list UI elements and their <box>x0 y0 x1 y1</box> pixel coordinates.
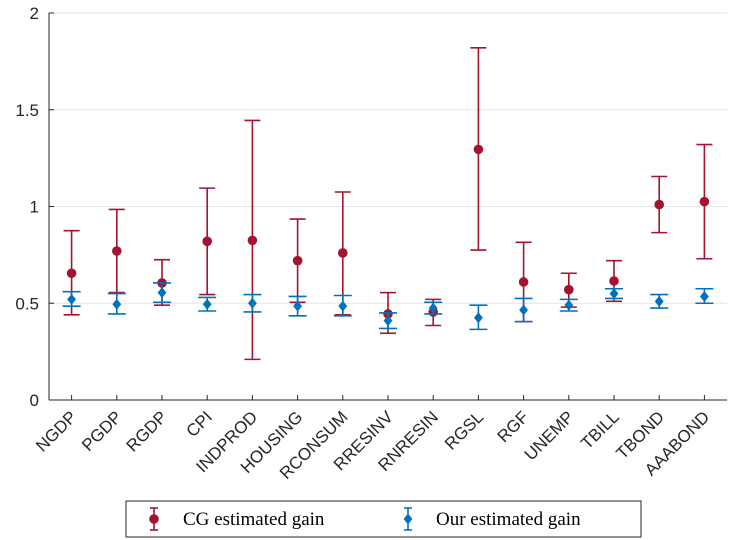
cg-point-9 <box>473 144 484 155</box>
y-tick-label-0: 0 <box>30 391 39 410</box>
cg-point-5 <box>292 255 303 266</box>
y-tick-label-1: 0.5 <box>15 294 39 313</box>
ours-point-12 <box>609 288 619 300</box>
cg-point-14 <box>699 196 710 207</box>
legend-glyph-ours-marker <box>403 513 413 525</box>
y-tick-label-4: 2 <box>30 4 39 23</box>
legend-label-ours: Our estimated gain <box>436 509 581 530</box>
ours-point-3 <box>202 298 212 310</box>
legend-box <box>125 500 642 538</box>
ours-point-6 <box>338 300 348 312</box>
cg-point-0 <box>66 268 77 279</box>
ours-point-7 <box>383 315 393 327</box>
legend: CG estimated gain Our estimated gain <box>125 500 642 538</box>
x-tick-label-1: PGDP <box>78 407 126 455</box>
cg-point-3 <box>202 236 212 247</box>
cg-point-13 <box>654 199 664 210</box>
cg-point-4 <box>247 235 258 246</box>
x-tick-label-3: CPI <box>183 407 216 440</box>
y-tick-label-3: 1.5 <box>15 101 39 120</box>
ours-point-2 <box>157 287 167 299</box>
y-tick-label-2: 1 <box>30 198 39 217</box>
x-tick-label-11: UNEMP <box>521 407 578 464</box>
ours-point-5 <box>293 300 302 312</box>
ours-point-1 <box>112 298 122 310</box>
ours-point-9 <box>474 312 483 324</box>
ours-point-0 <box>67 293 76 305</box>
cg-point-10 <box>518 277 529 287</box>
legend-entry-ours: Our estimated gain <box>403 507 581 531</box>
ours-point-10 <box>519 304 528 316</box>
ours-point-13 <box>654 295 664 307</box>
cg-point-1 <box>112 246 122 256</box>
x-tick-label-10: RGF <box>494 407 533 446</box>
ours-point-4 <box>248 297 257 309</box>
axes <box>48 12 727 401</box>
ours-point-8 <box>428 302 438 314</box>
ours-point-14 <box>700 290 709 302</box>
legend-entry-cg: CG estimated gain <box>149 507 325 531</box>
x-tick-label-9: RGSL <box>441 407 487 453</box>
x-tick-label-2: RGDP <box>123 407 171 455</box>
cg-point-11 <box>564 284 574 295</box>
legend-glyph-cg-marker <box>149 514 159 524</box>
y-tick-labels: 0 0.5 1 1.5 2 <box>15 4 39 410</box>
ours-point-11 <box>564 299 574 311</box>
cg-point-12 <box>609 276 619 286</box>
grid-lines <box>49 12 727 401</box>
legend-label-cg: CG estimated gain <box>183 509 325 530</box>
x-tick-label-0: NGDP <box>32 407 80 455</box>
cg-point-6 <box>338 248 348 258</box>
data-series <box>62 47 714 361</box>
series-ours <box>62 282 714 331</box>
